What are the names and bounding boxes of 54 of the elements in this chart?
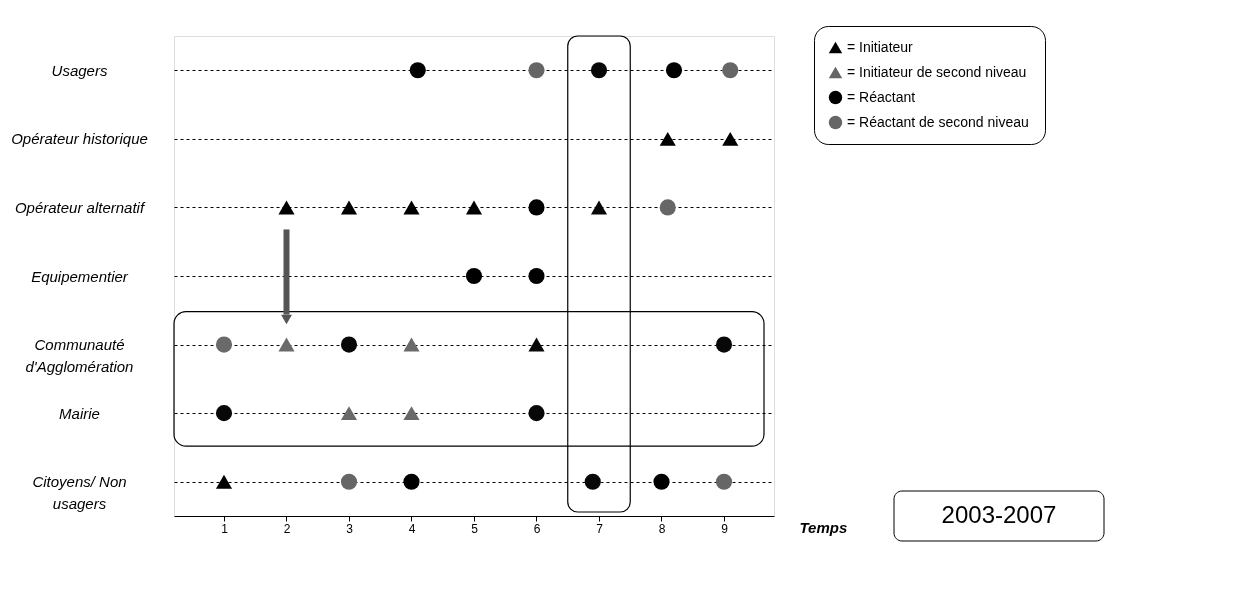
point	[340, 200, 358, 215]
point	[340, 336, 358, 353]
point	[409, 62, 426, 79]
point	[403, 473, 420, 490]
point	[590, 200, 608, 215]
point	[528, 199, 545, 216]
y-tick-label: Usagers	[51, 61, 108, 79]
y-tick-label: Opérateur alternatif	[14, 198, 146, 216]
legend-label: = Réactant de second niveau	[847, 113, 1029, 130]
point	[665, 62, 683, 79]
point	[528, 405, 545, 422]
point	[403, 337, 420, 352]
x-tick-label: 8	[658, 521, 666, 536]
x-tick-label: 4	[408, 521, 416, 536]
point	[403, 406, 420, 421]
point	[465, 267, 483, 285]
point	[722, 131, 739, 146]
point	[215, 405, 233, 422]
point	[653, 473, 670, 490]
y-tick-label: Equipementier	[31, 267, 129, 285]
point	[584, 473, 601, 490]
point	[715, 336, 733, 353]
y-tick-label: Citoyens/ Non usagers	[32, 473, 127, 513]
y-tick-label: Mairie	[59, 404, 100, 422]
point	[715, 473, 733, 490]
x-tick-label: 7	[596, 521, 604, 536]
point	[659, 131, 676, 146]
y-tick-label: Opérateur historique	[11, 130, 148, 148]
x-tick-label: 1	[221, 521, 229, 536]
x-tick-label: 3	[346, 521, 354, 536]
point	[215, 336, 233, 353]
x-axis-title: Temps	[799, 518, 848, 536]
point	[465, 200, 483, 215]
legend-label: = Réactant	[847, 88, 916, 105]
point	[528, 62, 545, 79]
point	[278, 200, 295, 215]
point	[403, 200, 420, 215]
x-tick-label: 5	[471, 521, 479, 536]
y-tick-label: Communauté d'Agglomération	[25, 336, 134, 376]
text: 2003-2007	[941, 501, 1057, 528]
point	[528, 337, 545, 352]
legend-label: = Initiateur de second niveau	[847, 63, 1027, 80]
x-tick-label: 2	[283, 521, 291, 536]
point	[528, 267, 545, 285]
point	[590, 62, 608, 79]
point	[278, 337, 295, 352]
x-tick-label: 6	[533, 521, 541, 536]
point	[659, 199, 676, 216]
point	[215, 474, 233, 489]
point	[340, 406, 358, 421]
legend-label: = Initiateur	[847, 38, 914, 55]
x-tick-label: 9	[721, 521, 729, 536]
point	[340, 473, 358, 490]
point	[722, 62, 739, 79]
